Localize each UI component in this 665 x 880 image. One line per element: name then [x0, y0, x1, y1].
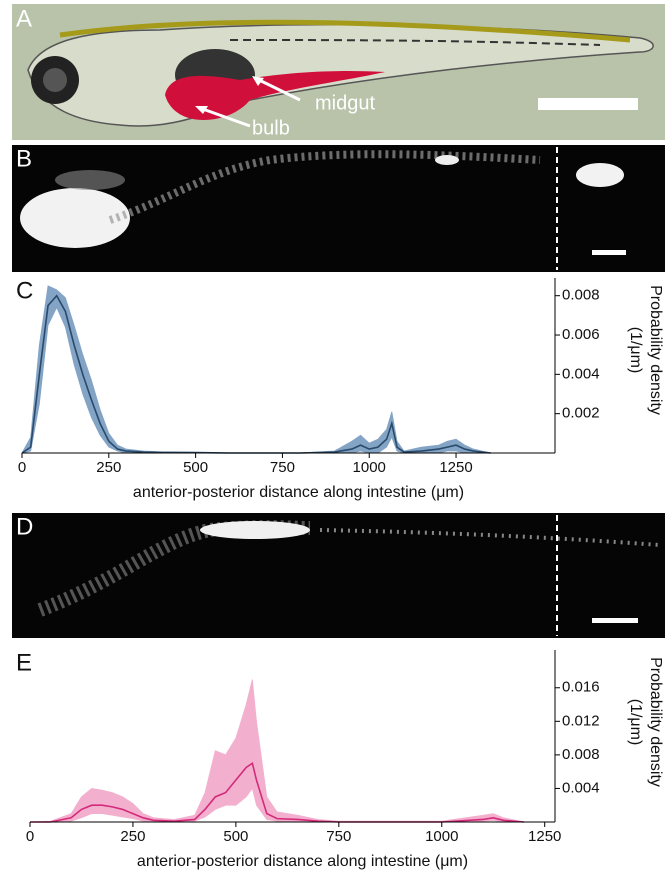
annotation: midgut — [315, 92, 375, 114]
y-tick-label: 0.004 — [562, 365, 600, 382]
x-tick-label: 0 — [26, 828, 34, 845]
y-tick-label: 0.002 — [562, 405, 600, 422]
panel-label: B — [16, 145, 32, 172]
confidence-band — [21, 285, 491, 454]
x-tick-label: 0 — [18, 459, 26, 476]
y-tick-label: 0.004 — [562, 779, 600, 796]
y-tick-label: 0.006 — [562, 326, 600, 343]
x-tick-label: 1000 — [353, 459, 386, 476]
x-axis-label: anterior-posterior distance along intest… — [137, 853, 468, 870]
x-tick-label: 500 — [183, 459, 208, 476]
mean-line — [21, 294, 491, 454]
y-axis-label: Probability density — [647, 657, 664, 787]
y-tick-label: 0.008 — [562, 287, 600, 304]
y-axis-label: (1/μm) — [627, 327, 644, 374]
image-b — [12, 145, 665, 272]
y-tick-label: 0.008 — [562, 746, 600, 763]
panel-label: E — [16, 649, 32, 676]
x-tick-label: 750 — [326, 828, 351, 845]
x-tick-label: 1000 — [425, 828, 458, 845]
x-tick-label: 250 — [96, 459, 121, 476]
x-tick-label: 250 — [120, 828, 145, 845]
x-tick-label: 1250 — [439, 459, 472, 476]
confidence-band — [29, 679, 525, 823]
panel-label: D — [16, 513, 33, 540]
y-tick-label: 0.016 — [562, 679, 600, 696]
panel-label: A — [16, 5, 32, 32]
y-tick-label: 0.012 — [562, 712, 600, 729]
photo-a — [12, 4, 665, 140]
y-axis-label: (1/μm) — [627, 699, 644, 746]
x-tick-label: 750 — [270, 459, 295, 476]
annotation: bulb — [252, 117, 290, 139]
x-tick-label: 500 — [223, 828, 248, 845]
image-d — [12, 513, 665, 638]
y-axis-label: Probability density — [647, 285, 664, 415]
x-axis-label: anterior-posterior distance along intest… — [133, 484, 464, 501]
x-tick-label: 1250 — [528, 828, 561, 845]
panel-label: C — [16, 277, 33, 304]
